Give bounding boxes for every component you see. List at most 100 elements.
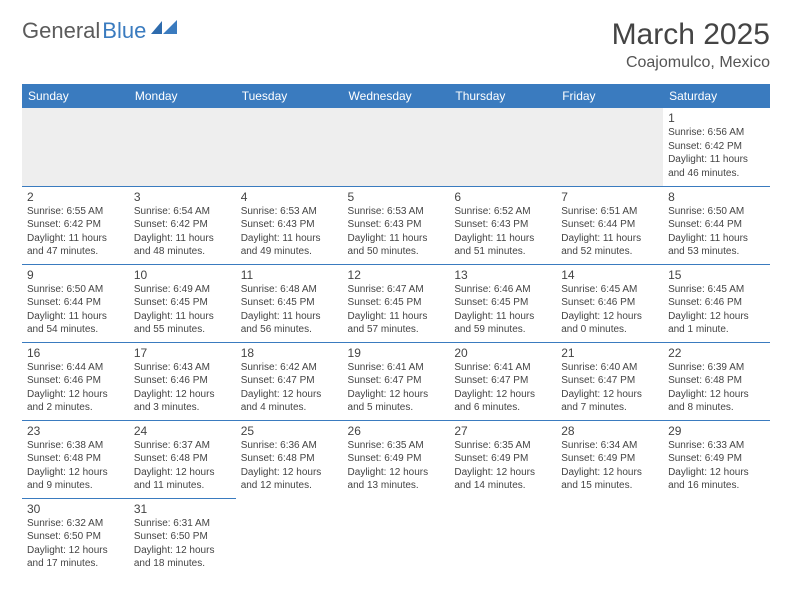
day-info: Sunrise: 6:34 AMSunset: 6:49 PMDaylight:… <box>561 439 658 493</box>
day-info-line: Sunset: 6:47 PM <box>348 374 445 388</box>
calendar-body: 1Sunrise: 6:56 AMSunset: 6:42 PMDaylight… <box>22 108 770 576</box>
calendar-day-cell: 4Sunrise: 6:53 AMSunset: 6:43 PMDaylight… <box>236 186 343 264</box>
day-info-line: Sunset: 6:48 PM <box>668 374 765 388</box>
title-month: March 2025 <box>612 18 770 52</box>
day-info: Sunrise: 6:36 AMSunset: 6:48 PMDaylight:… <box>241 439 338 493</box>
day-info-line: Sunrise: 6:32 AM <box>27 517 124 531</box>
day-info-line: Sunset: 6:48 PM <box>241 452 338 466</box>
day-info-line: Daylight: 11 hours and 48 minutes. <box>134 232 231 259</box>
day-number: 23 <box>27 424 124 438</box>
day-info-line: Sunrise: 6:43 AM <box>134 361 231 375</box>
day-info-line: Sunset: 6:42 PM <box>668 140 765 154</box>
day-info-line: Sunrise: 6:44 AM <box>27 361 124 375</box>
calendar-week-row: 2Sunrise: 6:55 AMSunset: 6:42 PMDaylight… <box>22 186 770 264</box>
day-info-line: Sunrise: 6:54 AM <box>134 205 231 219</box>
day-number: 1 <box>668 111 765 125</box>
day-info: Sunrise: 6:45 AMSunset: 6:46 PMDaylight:… <box>668 283 765 337</box>
day-info-line: Daylight: 11 hours and 46 minutes. <box>668 153 765 180</box>
day-number: 11 <box>241 268 338 282</box>
day-header: Tuesday <box>236 84 343 108</box>
day-info: Sunrise: 6:37 AMSunset: 6:48 PMDaylight:… <box>134 439 231 493</box>
day-info: Sunrise: 6:39 AMSunset: 6:48 PMDaylight:… <box>668 361 765 415</box>
day-number: 25 <box>241 424 338 438</box>
day-info-line: Daylight: 11 hours and 59 minutes. <box>454 310 551 337</box>
calendar-day-cell <box>449 108 556 186</box>
day-info-line: Sunset: 6:47 PM <box>241 374 338 388</box>
day-info-line: Daylight: 12 hours and 16 minutes. <box>668 466 765 493</box>
day-info-line: Sunrise: 6:46 AM <box>454 283 551 297</box>
day-number: 9 <box>27 268 124 282</box>
calendar-day-cell: 21Sunrise: 6:40 AMSunset: 6:47 PMDayligh… <box>556 342 663 420</box>
day-info-line: Sunrise: 6:50 AM <box>27 283 124 297</box>
calendar-day-cell <box>556 498 663 576</box>
day-info-line: Sunset: 6:49 PM <box>348 452 445 466</box>
day-info-line: Sunrise: 6:45 AM <box>561 283 658 297</box>
day-info-line: Daylight: 12 hours and 1 minute. <box>668 310 765 337</box>
day-header: Monday <box>129 84 236 108</box>
day-info-line: Sunset: 6:45 PM <box>348 296 445 310</box>
calendar-day-cell: 31Sunrise: 6:31 AMSunset: 6:50 PMDayligh… <box>129 498 236 576</box>
calendar-day-cell: 8Sunrise: 6:50 AMSunset: 6:44 PMDaylight… <box>663 186 770 264</box>
day-info: Sunrise: 6:53 AMSunset: 6:43 PMDaylight:… <box>348 205 445 259</box>
calendar-day-cell: 10Sunrise: 6:49 AMSunset: 6:45 PMDayligh… <box>129 264 236 342</box>
calendar-day-cell: 1Sunrise: 6:56 AMSunset: 6:42 PMDaylight… <box>663 108 770 186</box>
day-info-line: Daylight: 11 hours and 56 minutes. <box>241 310 338 337</box>
header: GeneralBlue March 2025 Coajomulco, Mexic… <box>22 18 770 72</box>
calendar-day-cell: 28Sunrise: 6:34 AMSunset: 6:49 PMDayligh… <box>556 420 663 498</box>
day-info: Sunrise: 6:49 AMSunset: 6:45 PMDaylight:… <box>134 283 231 337</box>
flag-icon <box>151 18 177 44</box>
day-number: 22 <box>668 346 765 360</box>
day-number: 6 <box>454 190 551 204</box>
day-info-line: Daylight: 12 hours and 9 minutes. <box>27 466 124 493</box>
day-header: Friday <box>556 84 663 108</box>
day-info-line: Sunset: 6:46 PM <box>27 374 124 388</box>
day-number: 8 <box>668 190 765 204</box>
logo-general-text: General <box>22 18 100 44</box>
day-info: Sunrise: 6:45 AMSunset: 6:46 PMDaylight:… <box>561 283 658 337</box>
day-info-line: Daylight: 12 hours and 4 minutes. <box>241 388 338 415</box>
day-info-line: Sunset: 6:45 PM <box>241 296 338 310</box>
day-info-line: Daylight: 11 hours and 50 minutes. <box>348 232 445 259</box>
calendar-week-row: 1Sunrise: 6:56 AMSunset: 6:42 PMDaylight… <box>22 108 770 186</box>
calendar-day-cell <box>343 108 450 186</box>
calendar-day-cell: 19Sunrise: 6:41 AMSunset: 6:47 PMDayligh… <box>343 342 450 420</box>
day-info-line: Sunrise: 6:45 AM <box>668 283 765 297</box>
day-info: Sunrise: 6:41 AMSunset: 6:47 PMDaylight:… <box>348 361 445 415</box>
calendar-day-cell: 20Sunrise: 6:41 AMSunset: 6:47 PMDayligh… <box>449 342 556 420</box>
day-number: 29 <box>668 424 765 438</box>
day-number: 3 <box>134 190 231 204</box>
calendar-week-row: 23Sunrise: 6:38 AMSunset: 6:48 PMDayligh… <box>22 420 770 498</box>
day-info-line: Sunrise: 6:55 AM <box>27 205 124 219</box>
calendar-day-cell: 27Sunrise: 6:35 AMSunset: 6:49 PMDayligh… <box>449 420 556 498</box>
day-number: 17 <box>134 346 231 360</box>
day-info-line: Sunrise: 6:56 AM <box>668 126 765 140</box>
day-info-line: Sunrise: 6:51 AM <box>561 205 658 219</box>
day-info: Sunrise: 6:43 AMSunset: 6:46 PMDaylight:… <box>134 361 231 415</box>
day-info-line: Sunrise: 6:40 AM <box>561 361 658 375</box>
day-info: Sunrise: 6:38 AMSunset: 6:48 PMDaylight:… <box>27 439 124 493</box>
day-info-line: Daylight: 12 hours and 13 minutes. <box>348 466 445 493</box>
day-info: Sunrise: 6:52 AMSunset: 6:43 PMDaylight:… <box>454 205 551 259</box>
day-number: 26 <box>348 424 445 438</box>
day-info-line: Sunset: 6:46 PM <box>134 374 231 388</box>
calendar-week-row: 16Sunrise: 6:44 AMSunset: 6:46 PMDayligh… <box>22 342 770 420</box>
day-info-line: Sunset: 6:49 PM <box>668 452 765 466</box>
day-info-line: Sunset: 6:44 PM <box>668 218 765 232</box>
day-info-line: Daylight: 12 hours and 7 minutes. <box>561 388 658 415</box>
day-info: Sunrise: 6:33 AMSunset: 6:49 PMDaylight:… <box>668 439 765 493</box>
calendar-day-cell <box>129 108 236 186</box>
calendar-day-cell: 9Sunrise: 6:50 AMSunset: 6:44 PMDaylight… <box>22 264 129 342</box>
day-number: 19 <box>348 346 445 360</box>
day-info: Sunrise: 6:31 AMSunset: 6:50 PMDaylight:… <box>134 517 231 571</box>
day-info-line: Sunset: 6:46 PM <box>668 296 765 310</box>
day-header: Saturday <box>663 84 770 108</box>
day-info-line: Sunrise: 6:34 AM <box>561 439 658 453</box>
day-info-line: Sunrise: 6:52 AM <box>454 205 551 219</box>
calendar-day-cell: 16Sunrise: 6:44 AMSunset: 6:46 PMDayligh… <box>22 342 129 420</box>
day-header-row: Sunday Monday Tuesday Wednesday Thursday… <box>22 84 770 108</box>
calendar-day-cell: 11Sunrise: 6:48 AMSunset: 6:45 PMDayligh… <box>236 264 343 342</box>
day-info-line: Daylight: 11 hours and 47 minutes. <box>27 232 124 259</box>
day-info: Sunrise: 6:42 AMSunset: 6:47 PMDaylight:… <box>241 361 338 415</box>
day-info-line: Sunrise: 6:50 AM <box>668 205 765 219</box>
day-info-line: Daylight: 11 hours and 52 minutes. <box>561 232 658 259</box>
